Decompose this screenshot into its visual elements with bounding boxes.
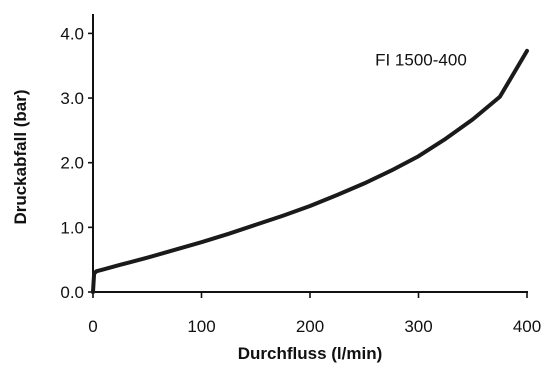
x-tick-label: 0 <box>88 317 97 336</box>
series-label: FI 1500-400 <box>375 51 467 70</box>
x-tick-label: 100 <box>187 317 215 336</box>
y-tick-label: 4.0 <box>60 24 84 43</box>
y-tick-label: 2.0 <box>60 154 84 173</box>
y-tick-label: 1.0 <box>60 218 84 237</box>
x-tick-label: 200 <box>296 317 324 336</box>
series-line <box>91 48 529 294</box>
y-axis-ticks: 0.0 1.0 2.0 3.0 4.0 <box>60 24 93 302</box>
y-tick-label: 0.0 <box>60 283 84 302</box>
x-axis-ticks: 0 100 200 300 400 <box>88 292 541 336</box>
series-group <box>91 48 529 294</box>
x-tick-label: 300 <box>404 317 432 336</box>
y-axis-title: Druckabfall (bar) <box>11 89 30 224</box>
y-tick-label: 3.0 <box>60 89 84 108</box>
x-axis-title: Durchfluss (l/min) <box>238 344 383 363</box>
x-tick-label: 400 <box>513 317 541 336</box>
